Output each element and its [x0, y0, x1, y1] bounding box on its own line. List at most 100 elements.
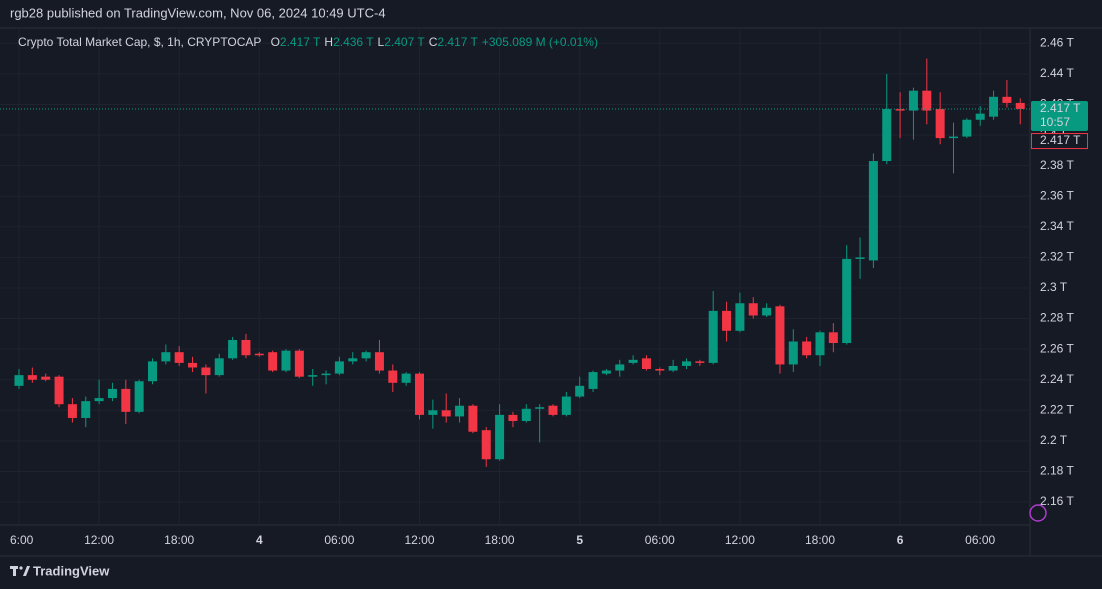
candle-body [548, 405, 558, 415]
candle-body [321, 373, 331, 376]
candle-body [975, 113, 985, 120]
candle-body [428, 410, 438, 415]
candle-body [935, 109, 945, 139]
candle-body [802, 341, 812, 356]
x-tick-label: 18:00 [164, 533, 194, 547]
candle-body [561, 396, 571, 415]
x-tick-label: 12:00 [404, 533, 434, 547]
y-tick-label: 2.32 T [1040, 250, 1074, 264]
candle-body [415, 373, 424, 415]
candle-body [134, 381, 144, 412]
x-tick-label: 6:00 [10, 533, 34, 547]
candle-body [268, 352, 278, 371]
legend-key: H [324, 35, 333, 49]
candle-body [14, 375, 24, 386]
candle-body [868, 161, 878, 261]
y-tick-label: 2.38 T [1040, 158, 1074, 172]
candle-body [455, 405, 465, 417]
candle-body [148, 361, 157, 382]
candle-body [788, 341, 798, 365]
candle-body [107, 388, 117, 399]
candle-body [161, 352, 171, 362]
candle-body [374, 352, 384, 371]
candle-body [388, 370, 398, 383]
y-tick-label: 2.24 T [1040, 372, 1074, 386]
candle-body [54, 376, 64, 405]
indicator-icon[interactable] [1029, 504, 1047, 522]
candle-body [575, 385, 585, 397]
candle-body [535, 407, 545, 409]
candle-body [735, 303, 745, 331]
x-tick-label: 12:00 [84, 533, 114, 547]
legend-value: 2.436 T [333, 35, 374, 49]
candle-body [601, 370, 611, 374]
candle-body [241, 339, 251, 356]
brand-logo[interactable]: TradingView [10, 563, 110, 578]
candle-body [201, 367, 211, 376]
y-tick-label: 2.18 T [1040, 464, 1074, 478]
candle-body [989, 96, 999, 117]
y-tick-label: 2.16 T [1040, 494, 1074, 508]
candle-body [348, 358, 358, 362]
candle-body [628, 359, 638, 363]
candle-body [828, 332, 838, 344]
candle-body [334, 361, 344, 374]
candle-body [588, 372, 598, 389]
candle-body [682, 361, 691, 366]
candle-body [908, 90, 918, 111]
legend-value: 2.407 T [384, 35, 425, 49]
candle-body [308, 375, 318, 377]
candle-body [708, 310, 718, 363]
y-tick-label: 2.34 T [1040, 219, 1074, 233]
y-tick-label: 2.44 T [1040, 66, 1074, 80]
candle-body [962, 119, 972, 137]
grid [0, 28, 1030, 525]
close-price-label: 2.417 T [1040, 133, 1081, 147]
candle-body [294, 350, 304, 377]
x-tick-label: 5 [576, 533, 583, 547]
legend: Crypto Total Market Cap, $, 1h, CRYPTOCA… [18, 35, 598, 49]
plot [0, 58, 1030, 467]
y-tick-label: 2.36 T [1040, 188, 1074, 202]
candle-body [441, 410, 451, 417]
candle-body [949, 136, 958, 139]
candle-body [815, 332, 825, 356]
candle-body [214, 358, 224, 376]
candle-body [895, 109, 905, 111]
candle-body [668, 365, 678, 371]
candle-body [882, 109, 892, 162]
candle-body [855, 257, 865, 259]
legend-key: O [271, 35, 280, 49]
candle-body [775, 306, 785, 365]
last-price-label: 2.417 T [1040, 101, 1081, 115]
last-price-box [1031, 101, 1088, 132]
published-note: rgb28 published on TradingView.com, Nov … [10, 5, 386, 20]
legend-key: L [378, 35, 385, 49]
candle-body [121, 388, 131, 412]
x-tick-label: 06:00 [965, 533, 995, 547]
symbol-title: Crypto Total Market Cap, $, 1h, CRYPTOCA… [18, 35, 261, 49]
candle-body [468, 405, 478, 432]
candle-body [94, 398, 104, 402]
logo-dot [19, 566, 23, 570]
candle-body [1002, 96, 1012, 103]
legend-key: C [429, 35, 438, 49]
candle-body [641, 358, 651, 370]
countdown-label: 10:57 [1040, 115, 1070, 129]
candle-body [695, 361, 705, 363]
close-price-box [1031, 133, 1088, 150]
candle-body [495, 414, 505, 460]
candle-body [1015, 102, 1025, 110]
axis: 2.16 T 2.18 T 2.2 T 2.22 T 2.24 T 2.26 T 2.28 … [10, 35, 1088, 547]
legend-value: 2.417 T [437, 35, 478, 49]
x-tick-label: 18:00 [485, 533, 515, 547]
candle-body [281, 350, 291, 371]
x-tick-label: 06:00 [324, 533, 354, 547]
brand-name: TradingView [33, 563, 110, 578]
y-tick-label: 2.2 T [1040, 433, 1068, 447]
x-tick-label: 06:00 [645, 533, 675, 547]
y-tick-label: 2.28 T [1040, 311, 1074, 325]
